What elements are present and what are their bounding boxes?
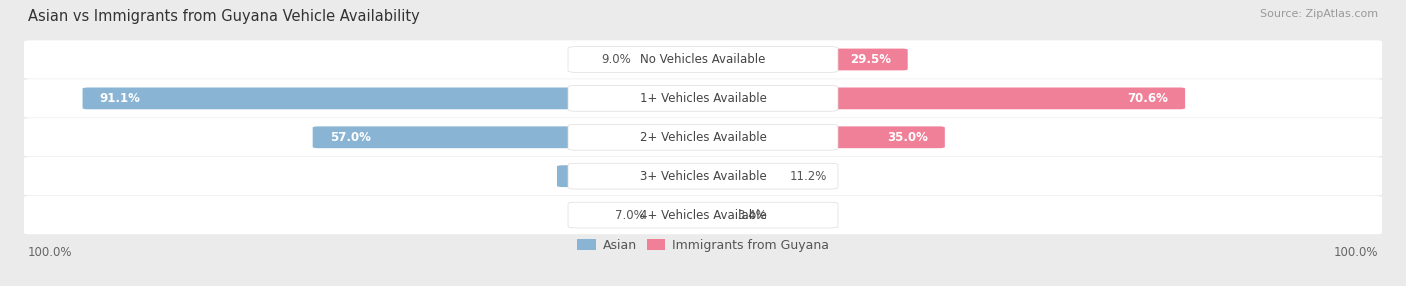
Text: 100.0%: 100.0%: [1333, 246, 1378, 259]
Text: 70.6%: 70.6%: [1128, 92, 1168, 105]
Text: 29.5%: 29.5%: [849, 53, 891, 66]
FancyBboxPatch shape: [557, 165, 709, 187]
Text: 4+ Vehicles Available: 4+ Vehicles Available: [640, 208, 766, 222]
FancyBboxPatch shape: [568, 202, 838, 228]
FancyBboxPatch shape: [83, 88, 709, 109]
FancyBboxPatch shape: [697, 165, 785, 187]
Text: 3+ Vehicles Available: 3+ Vehicles Available: [640, 170, 766, 183]
FancyBboxPatch shape: [24, 118, 1382, 156]
FancyBboxPatch shape: [697, 126, 945, 148]
FancyBboxPatch shape: [568, 86, 838, 111]
FancyBboxPatch shape: [24, 79, 1382, 118]
FancyBboxPatch shape: [697, 88, 1185, 109]
FancyBboxPatch shape: [24, 40, 1382, 79]
Text: Source: ZipAtlas.com: Source: ZipAtlas.com: [1260, 9, 1378, 19]
FancyBboxPatch shape: [568, 124, 838, 150]
FancyBboxPatch shape: [697, 204, 731, 226]
FancyBboxPatch shape: [24, 157, 1382, 195]
FancyBboxPatch shape: [312, 126, 709, 148]
FancyBboxPatch shape: [697, 49, 908, 70]
Text: 9.0%: 9.0%: [602, 53, 631, 66]
Text: 20.8%: 20.8%: [574, 170, 614, 183]
FancyBboxPatch shape: [568, 47, 838, 72]
FancyBboxPatch shape: [24, 196, 1382, 234]
Text: 11.2%: 11.2%: [790, 170, 827, 183]
Text: 35.0%: 35.0%: [887, 131, 928, 144]
FancyBboxPatch shape: [650, 204, 709, 226]
Text: 57.0%: 57.0%: [329, 131, 370, 144]
Text: 100.0%: 100.0%: [28, 246, 73, 259]
Text: 2+ Vehicles Available: 2+ Vehicles Available: [640, 131, 766, 144]
Text: 7.0%: 7.0%: [614, 208, 644, 222]
Legend: Asian, Immigrants from Guyana: Asian, Immigrants from Guyana: [572, 234, 834, 257]
Text: 91.1%: 91.1%: [100, 92, 141, 105]
Text: No Vehicles Available: No Vehicles Available: [640, 53, 766, 66]
Text: 1+ Vehicles Available: 1+ Vehicles Available: [640, 92, 766, 105]
Text: 3.4%: 3.4%: [737, 208, 766, 222]
FancyBboxPatch shape: [568, 163, 838, 189]
FancyBboxPatch shape: [637, 49, 709, 70]
Text: Asian vs Immigrants from Guyana Vehicle Availability: Asian vs Immigrants from Guyana Vehicle …: [28, 9, 420, 23]
